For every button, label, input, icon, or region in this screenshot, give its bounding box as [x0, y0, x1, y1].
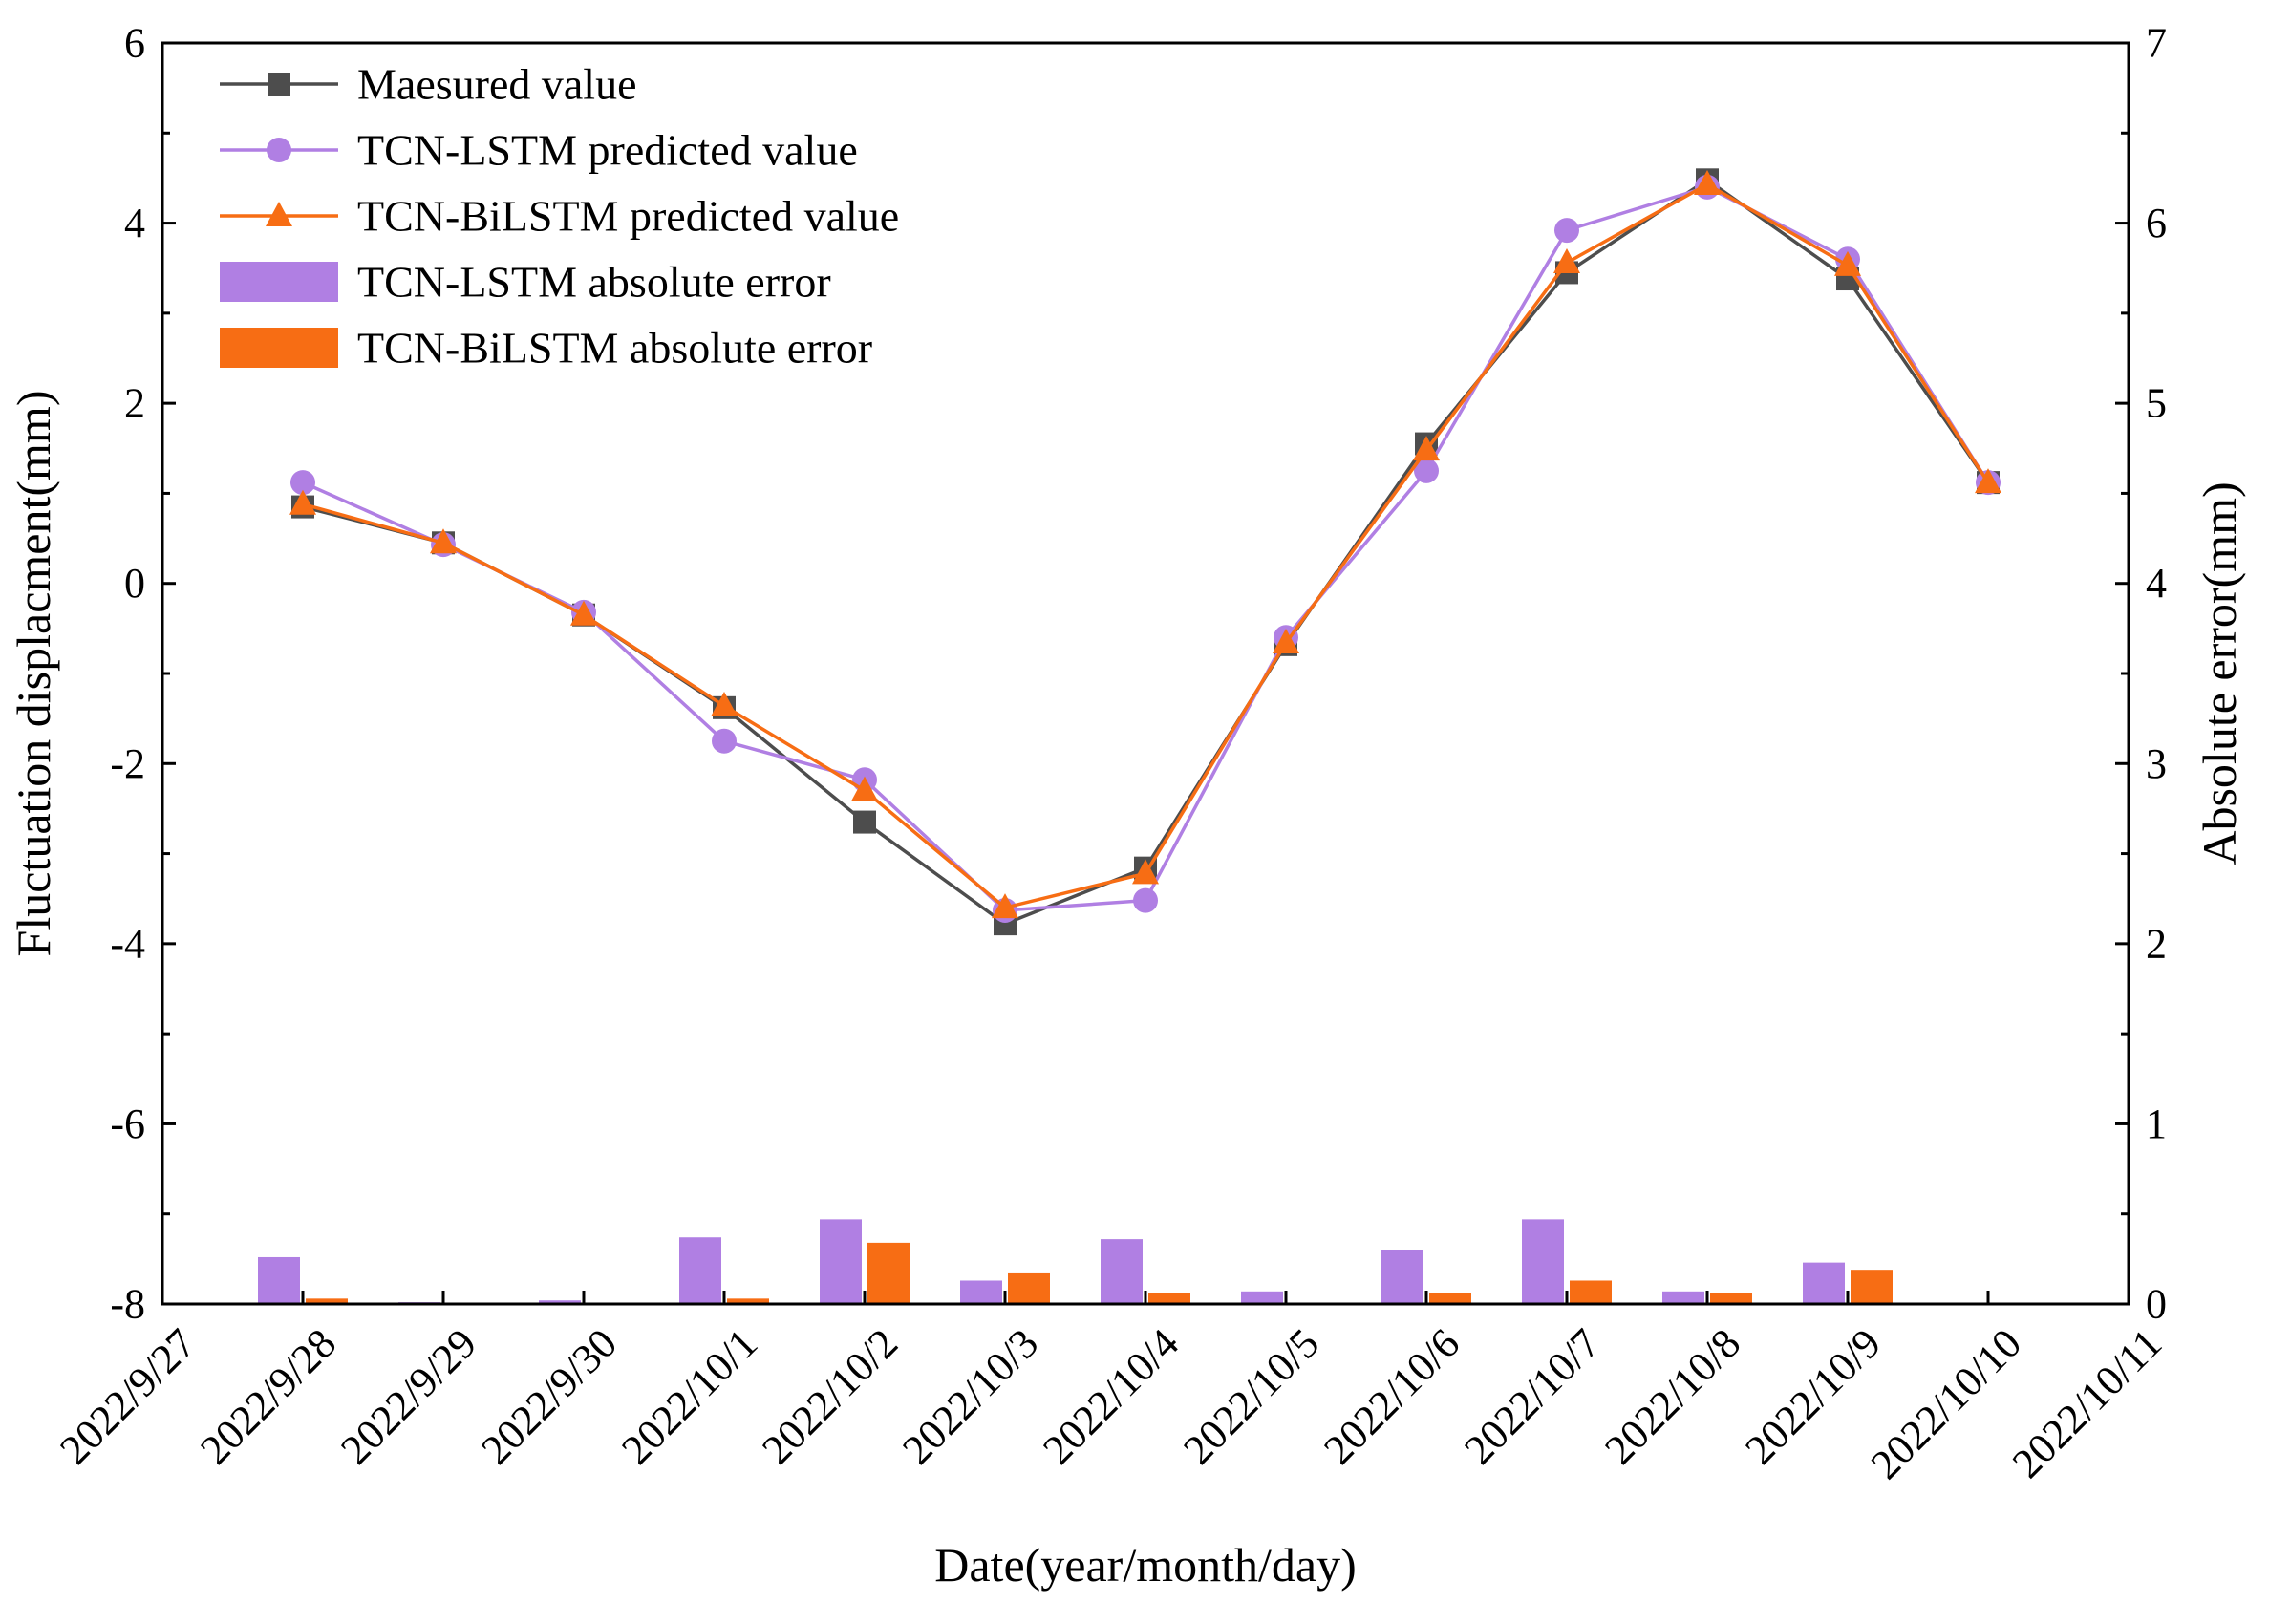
left-y-tick-label: 0 — [124, 560, 145, 607]
x-axis-title: Date(year/month/day) — [934, 1538, 1356, 1592]
x-tick-label: 2022/10/6 — [1315, 1319, 1468, 1473]
bar-tcn-lstm-absolute-error — [1803, 1262, 1845, 1304]
bar-tcn-bilstm-absolute-error — [867, 1242, 910, 1304]
right-y-tick-label: 3 — [2146, 740, 2167, 787]
bar-tcn-lstm-absolute-error — [539, 1300, 581, 1304]
legend-label-maesured-value: Maesured value — [357, 60, 637, 109]
right-y-tick-label: 6 — [2146, 200, 2167, 246]
point-tcn-bilstm-predicted-value — [1694, 170, 1721, 196]
bar-tcn-bilstm-absolute-error — [1008, 1272, 1050, 1304]
legend-swatch-tcn-bilstm-absolute-error — [220, 328, 338, 368]
x-tick-label: 2022/10/5 — [1174, 1319, 1328, 1473]
point-tcn-bilstm-predicted-value — [1413, 436, 1440, 461]
legend-label-tcn-bilstm-absolute-error: TCN-BiLSTM absolute error — [357, 324, 872, 373]
point-tcn-bilstm-predicted-value — [289, 489, 316, 515]
bar-tcn-bilstm-absolute-error — [306, 1298, 348, 1304]
point-tcn-bilstm-predicted-value — [1132, 859, 1159, 885]
x-tick-label: 2022/10/3 — [893, 1319, 1047, 1473]
right-y-tick-label: 5 — [2146, 380, 2167, 427]
x-tick-label: 2022/9/27 — [51, 1319, 204, 1473]
bar-tcn-bilstm-absolute-error — [727, 1298, 769, 1304]
right-y-axis-title: Absolute error(mm) — [2193, 481, 2246, 865]
left-y-tick-label: 6 — [124, 20, 145, 67]
x-tick-label: 2022/9/28 — [191, 1319, 345, 1473]
point-tcn-bilstm-predicted-value — [1834, 250, 1861, 276]
legend-swatch-tcn-lstm-absolute-error — [220, 262, 338, 302]
bar-tcn-bilstm-absolute-error — [1148, 1293, 1190, 1304]
point-tcn-bilstm-predicted-value — [992, 893, 1018, 919]
point-tcn-lstm-predicted-value — [1554, 218, 1579, 244]
bar-tcn-lstm-absolute-error — [1662, 1291, 1704, 1304]
point-tcn-bilstm-predicted-value — [430, 528, 457, 554]
bar-tcn-lstm-absolute-error — [1522, 1219, 1564, 1304]
right-y-tick-label: 1 — [2146, 1100, 2167, 1147]
x-tick-label: 2022/9/29 — [332, 1319, 485, 1473]
bar-tcn-bilstm-absolute-error — [1710, 1293, 1752, 1304]
legend-marker-tcn-bilstm-predicted-value — [266, 202, 292, 226]
bar-tcn-lstm-absolute-error — [258, 1256, 300, 1304]
bar-tcn-bilstm-absolute-error — [1570, 1280, 1612, 1304]
point-tcn-bilstm-predicted-value — [851, 776, 878, 801]
bar-tcn-lstm-absolute-error — [679, 1237, 721, 1304]
bar-tcn-lstm-absolute-error — [1101, 1239, 1143, 1304]
left-y-tick-label: -4 — [110, 920, 145, 967]
bar-tcn-bilstm-absolute-error — [1429, 1293, 1471, 1304]
bar-tcn-lstm-absolute-error — [1241, 1291, 1283, 1304]
right-y-tick-label: 2 — [2146, 920, 2167, 967]
bars-layer — [258, 1219, 1893, 1304]
legend-marker-maesured-value — [268, 73, 290, 96]
right-y-tick-label: 4 — [2146, 560, 2167, 607]
point-tcn-bilstm-predicted-value — [570, 600, 597, 626]
legend-label-tcn-lstm-absolute-error: TCN-LSTM absolute error — [357, 258, 831, 307]
legend-marker-tcn-lstm-predicted-value — [267, 138, 291, 162]
left-y-tick-label: -2 — [110, 740, 145, 787]
x-tick-label: 2022/10/8 — [1595, 1319, 1749, 1473]
x-tick-label: 2022/10/4 — [1034, 1319, 1188, 1473]
point-tcn-lstm-predicted-value — [290, 470, 315, 496]
bar-tcn-lstm-absolute-error — [1381, 1250, 1423, 1304]
bar-tcn-lstm-absolute-error — [960, 1280, 1002, 1304]
point-tcn-bilstm-predicted-value — [1975, 468, 2001, 494]
x-tick-label: 2022/10/7 — [1455, 1319, 1609, 1473]
x-tick-label: 2022/10/1 — [612, 1319, 766, 1473]
left-y-axis-title: Fluctuation displacment(mm) — [7, 391, 60, 957]
point-tcn-bilstm-predicted-value — [1273, 628, 1299, 653]
point-tcn-bilstm-predicted-value — [711, 691, 738, 716]
lines-layer — [289, 168, 2001, 936]
x-tick-label: 2022/10/11 — [2003, 1319, 2171, 1486]
legend-label-tcn-bilstm-predicted-value: TCN-BiLSTM predicted value — [357, 192, 899, 241]
left-y-tick-label: 2 — [124, 380, 145, 427]
left-y-tick-label: 4 — [124, 200, 145, 246]
right-y-tick-label: 0 — [2146, 1281, 2167, 1328]
legend: Maesured value TCN-LSTM predicted value TC… — [220, 60, 899, 373]
bar-tcn-bilstm-absolute-error — [1851, 1270, 1893, 1304]
point-tcn-lstm-predicted-value — [712, 728, 737, 754]
point-tcn-bilstm-predicted-value — [1553, 248, 1580, 274]
bar-tcn-lstm-absolute-error — [820, 1219, 862, 1304]
legend-label-tcn-lstm-predicted-value: TCN-LSTM predicted value — [357, 126, 858, 175]
point-tcn-lstm-predicted-value — [1414, 458, 1439, 483]
point-maesured-value — [853, 810, 876, 834]
x-tick-label: 2022/9/30 — [472, 1319, 626, 1473]
point-tcn-lstm-predicted-value — [1133, 887, 1158, 913]
right-y-tick-label: 7 — [2146, 20, 2167, 67]
left-y-tick-label: -8 — [110, 1281, 145, 1328]
left-y-tick-label: -6 — [110, 1100, 145, 1147]
x-tick-label: 2022/10/2 — [753, 1319, 907, 1473]
x-tick-label: 2022/10/10 — [1862, 1319, 2030, 1487]
